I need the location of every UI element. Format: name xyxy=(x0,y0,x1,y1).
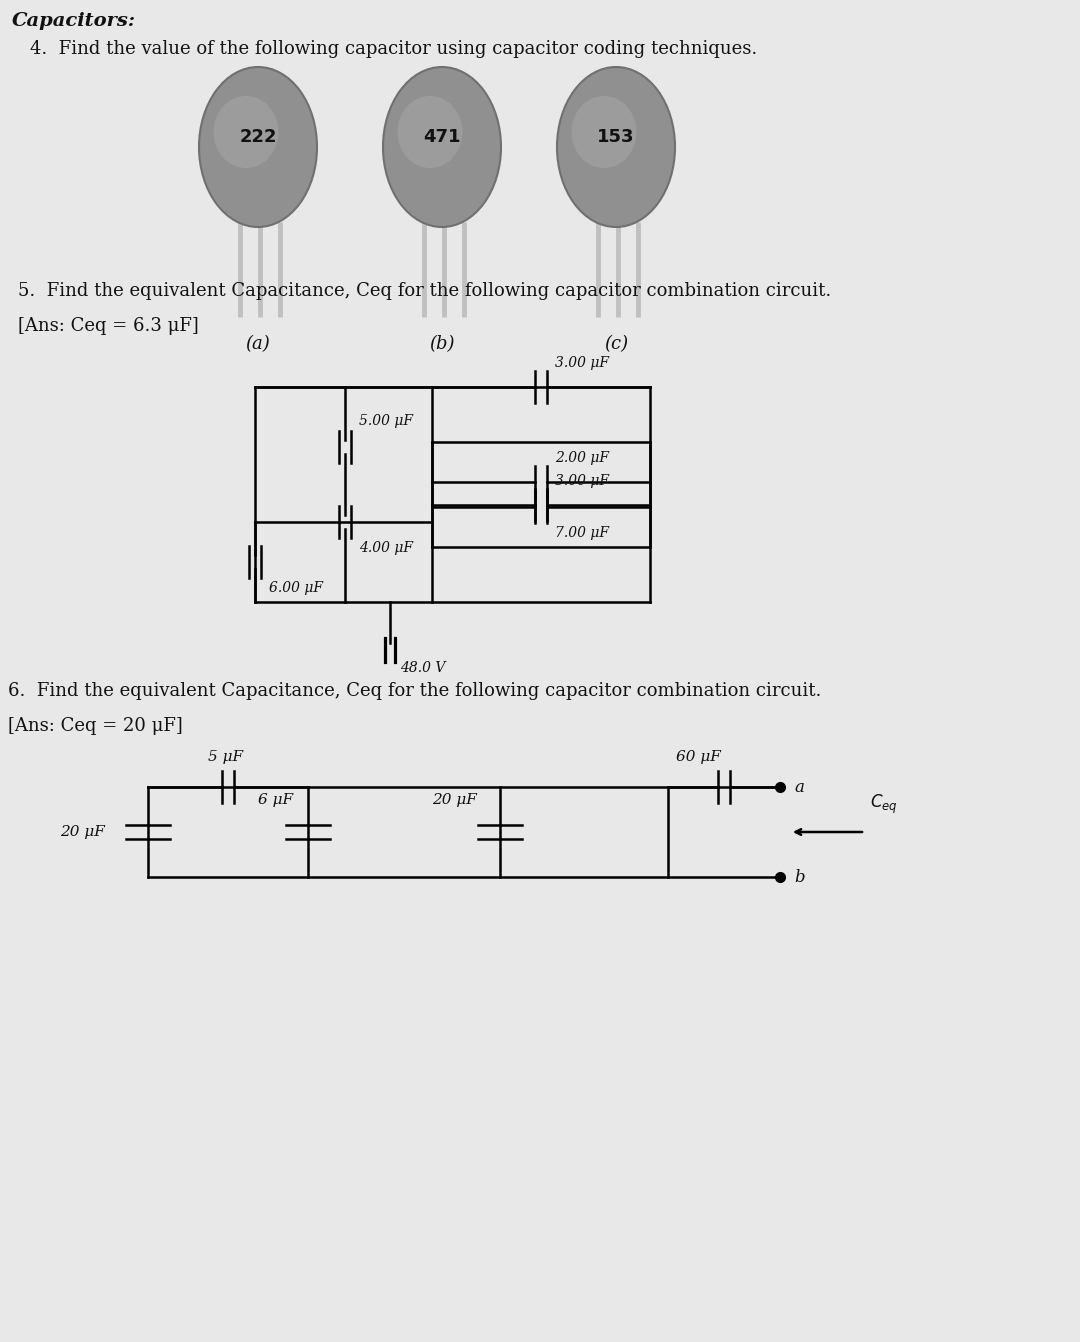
Text: 6.00 μF: 6.00 μF xyxy=(269,581,323,595)
Text: a: a xyxy=(794,778,804,796)
Text: [Ans: Ceq = 20 μF]: [Ans: Ceq = 20 μF] xyxy=(8,717,183,735)
Text: 153: 153 xyxy=(597,127,635,146)
Text: 4.  Find the value of the following capacitor using capacitor coding techniques.: 4. Find the value of the following capac… xyxy=(30,40,757,58)
Text: 5.00 μF: 5.00 μF xyxy=(359,413,413,428)
Text: 48.0 V: 48.0 V xyxy=(400,662,445,675)
Ellipse shape xyxy=(557,67,675,227)
Text: 222: 222 xyxy=(240,127,276,146)
Text: $C_{eq}$: $C_{eq}$ xyxy=(870,792,897,816)
Text: 3.00 μF: 3.00 μF xyxy=(555,474,609,488)
Text: 4.00 μF: 4.00 μF xyxy=(359,541,413,556)
Text: 20 μF: 20 μF xyxy=(60,825,105,839)
Text: 5 μF: 5 μF xyxy=(208,750,243,764)
Text: 6 μF: 6 μF xyxy=(258,793,293,807)
Text: 60 μF: 60 μF xyxy=(676,750,720,764)
Ellipse shape xyxy=(383,67,501,227)
Text: 7.00 μF: 7.00 μF xyxy=(555,526,609,539)
Text: (b): (b) xyxy=(429,336,455,353)
Text: Capacitors:: Capacitors: xyxy=(12,12,136,30)
Text: 3.00 μF: 3.00 μF xyxy=(555,356,609,370)
Text: 6.  Find the equivalent Capacitance, Ceq for the following capacitor combination: 6. Find the equivalent Capacitance, Ceq … xyxy=(8,682,822,701)
Text: 5.  Find the equivalent Capacitance, Ceq for the following capacitor combination: 5. Find the equivalent Capacitance, Ceq … xyxy=(18,282,832,301)
Ellipse shape xyxy=(214,97,279,168)
Ellipse shape xyxy=(571,97,636,168)
Ellipse shape xyxy=(397,97,462,168)
Text: (c): (c) xyxy=(604,336,629,353)
Text: 20 μF: 20 μF xyxy=(432,793,477,807)
Text: 471: 471 xyxy=(423,127,461,146)
Text: b: b xyxy=(794,868,805,886)
Text: (a): (a) xyxy=(245,336,270,353)
Text: [Ans: Ceq = 6.3 μF]: [Ans: Ceq = 6.3 μF] xyxy=(18,317,199,336)
Ellipse shape xyxy=(199,67,318,227)
Text: 2.00 μF: 2.00 μF xyxy=(555,451,609,464)
